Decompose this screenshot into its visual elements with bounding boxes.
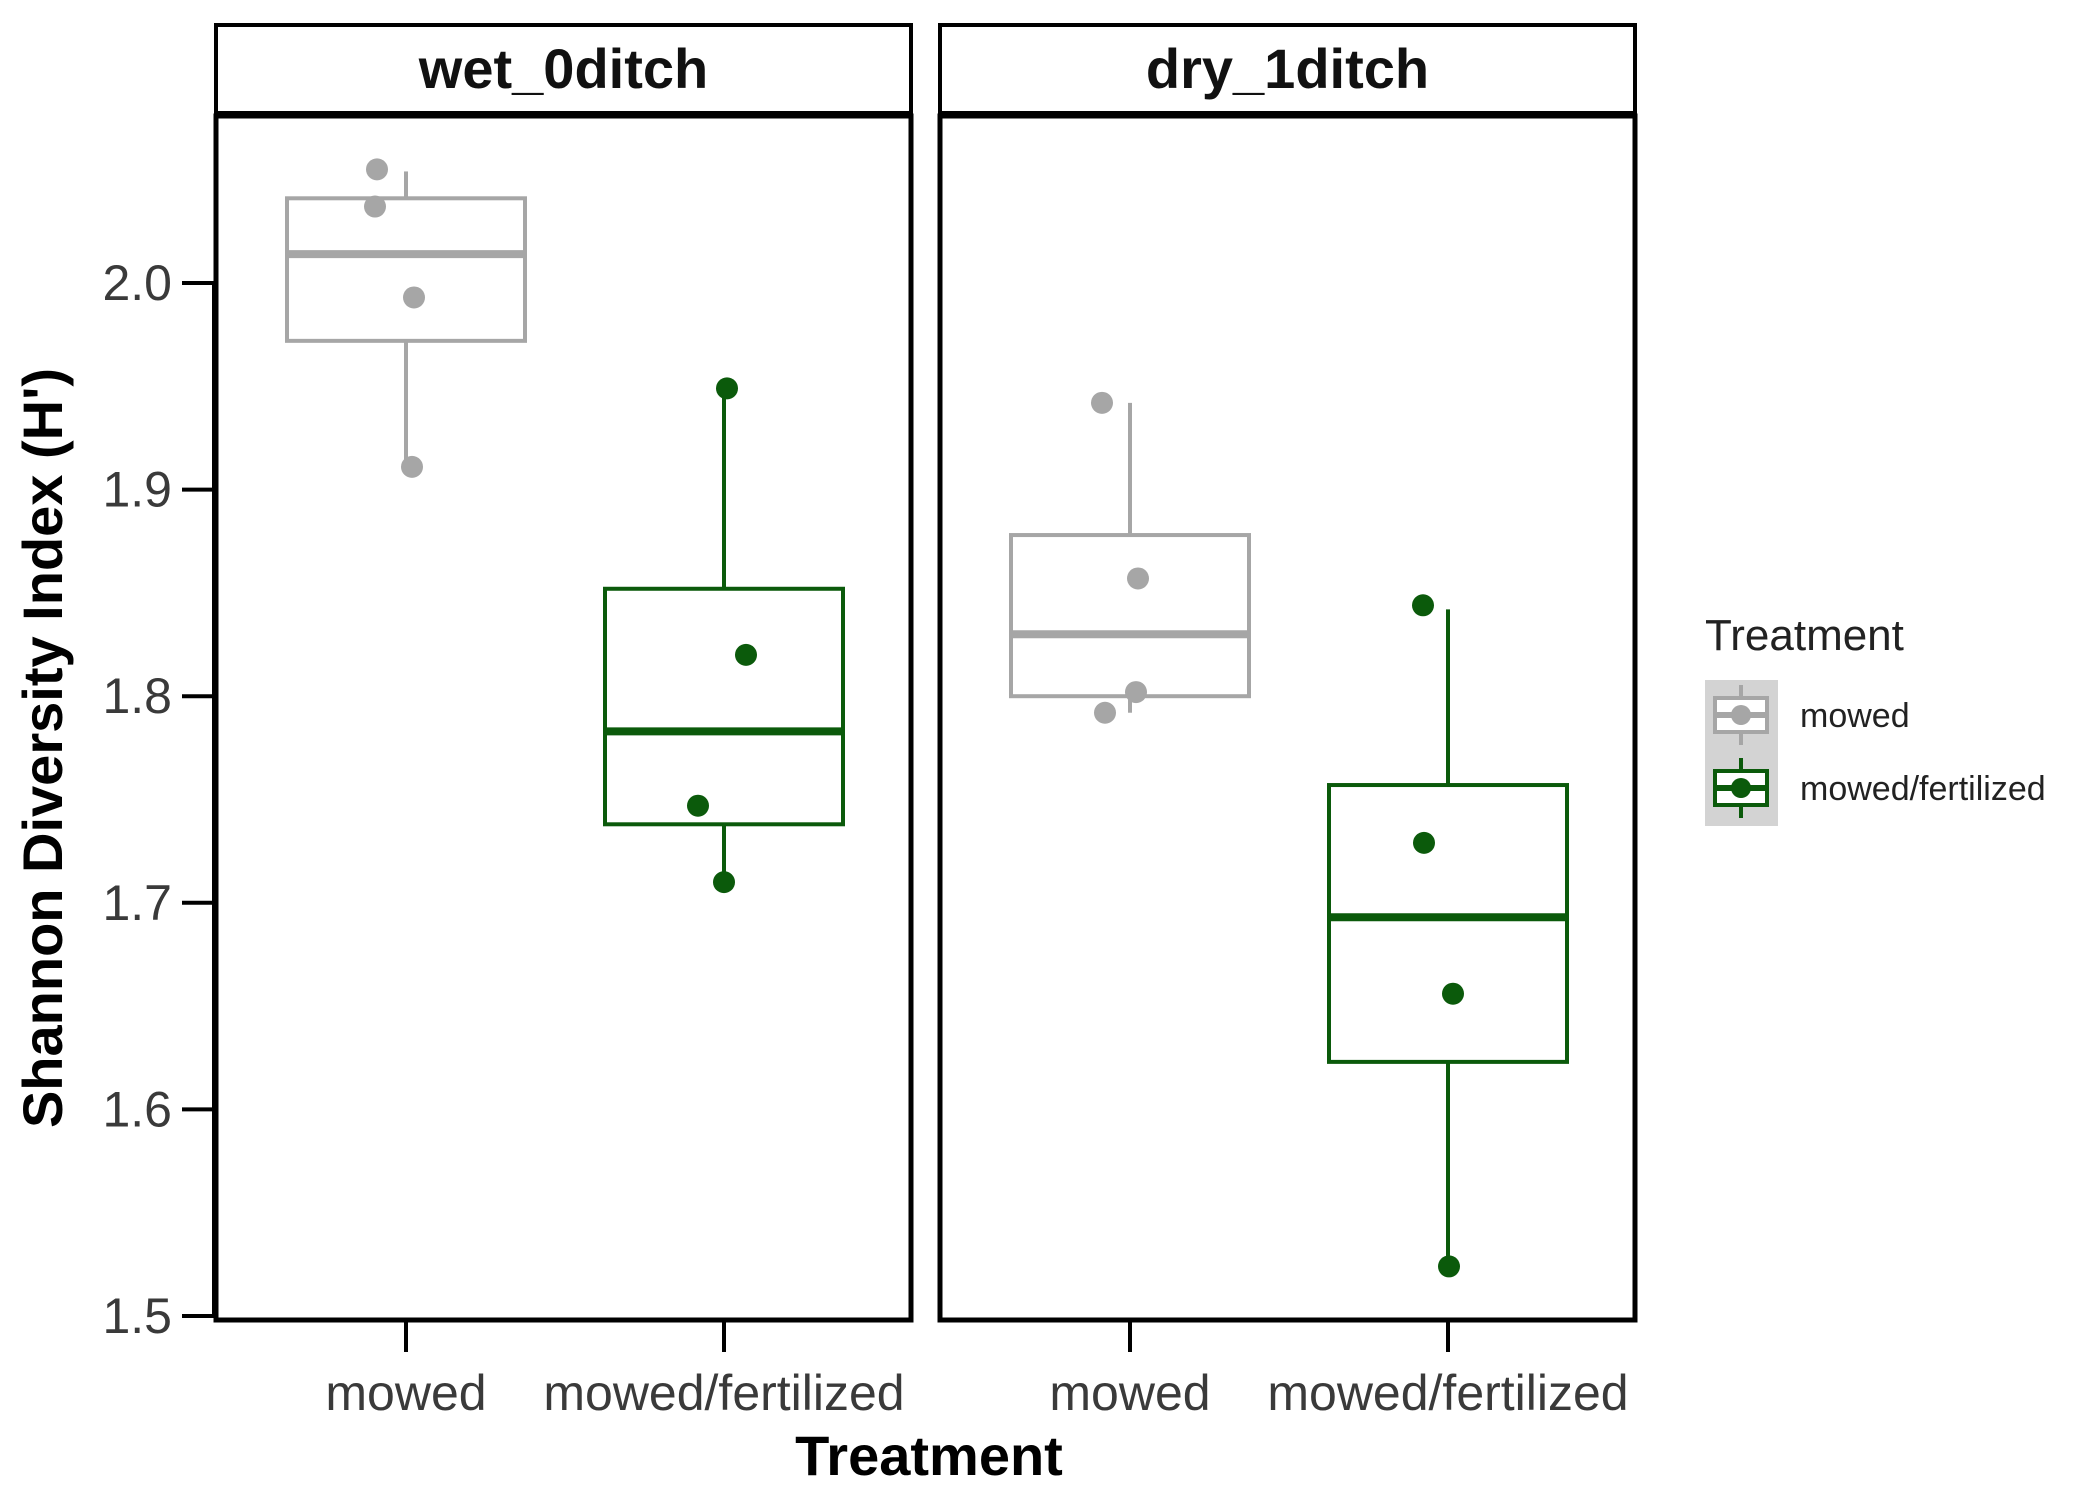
legend-key-mowed [1713, 685, 1769, 745]
data-point [1412, 594, 1434, 617]
legend-label-mowed-fertilized: mowed/fertilized [1800, 770, 2046, 808]
y-axis-title: Shannon Diversity Index (H') [11, 368, 74, 1128]
box-mowed/fertilized [1327, 594, 1569, 1278]
y-tick-label: 2.0 [102, 255, 172, 311]
data-point [687, 794, 709, 817]
legend-key-mowed-fertilized [1713, 758, 1769, 818]
data-point [364, 195, 386, 218]
data-point [1125, 681, 1147, 704]
y-tick-label: 1.7 [102, 875, 172, 931]
box-mowed [285, 158, 527, 478]
box-iqr [603, 586, 845, 827]
box-iqr [285, 196, 527, 343]
data-point [1127, 567, 1149, 590]
legend-key-point [1731, 705, 1751, 725]
data-point [403, 286, 425, 309]
x-tick-label: mowed [325, 1365, 486, 1421]
legend-title: Treatment [1705, 611, 1904, 660]
data-point [1442, 982, 1464, 1005]
box-mowed/fertilized [603, 377, 845, 894]
data-point [716, 377, 738, 400]
legend-label-mowed: mowed [1800, 697, 1910, 735]
x-tick-label: mowed/fertilized [543, 1365, 904, 1421]
legend-keys [1713, 685, 1769, 818]
data-point [366, 158, 388, 181]
x-axis-title: Treatment [795, 1424, 1063, 1487]
facet-strip [214, 23, 913, 115]
data-point [1413, 831, 1435, 854]
data-point [401, 455, 423, 478]
data-point [1094, 701, 1116, 724]
y-axis: 1.5 1.6 1.7 1.8 1.9 2.0 [102, 255, 216, 1344]
x-tick-label: mowed/fertilized [1267, 1365, 1628, 1421]
facet-title: dry_1ditch [1146, 37, 1429, 100]
data-point [713, 871, 735, 894]
data-point [1438, 1255, 1460, 1278]
legend: Treatment mowed mowed/fertilized [1705, 611, 2046, 826]
data-point [1091, 391, 1113, 414]
box-iqr [1009, 533, 1251, 699]
panel-border [937, 113, 1638, 1323]
box-mowed [1009, 391, 1251, 724]
data-point [735, 643, 757, 666]
facet-title: wet_0ditch [418, 37, 708, 100]
y-tick-label: 1.9 [102, 462, 172, 518]
y-tick-label: 1.6 [102, 1081, 172, 1137]
facet-strip [938, 23, 1637, 115]
y-tick-label: 1.8 [102, 668, 172, 724]
x-tick-label: mowed [1049, 1365, 1210, 1421]
box-iqr [1327, 783, 1569, 1064]
y-tick-label: 1.5 [102, 1288, 172, 1344]
legend-key-point [1731, 778, 1751, 798]
